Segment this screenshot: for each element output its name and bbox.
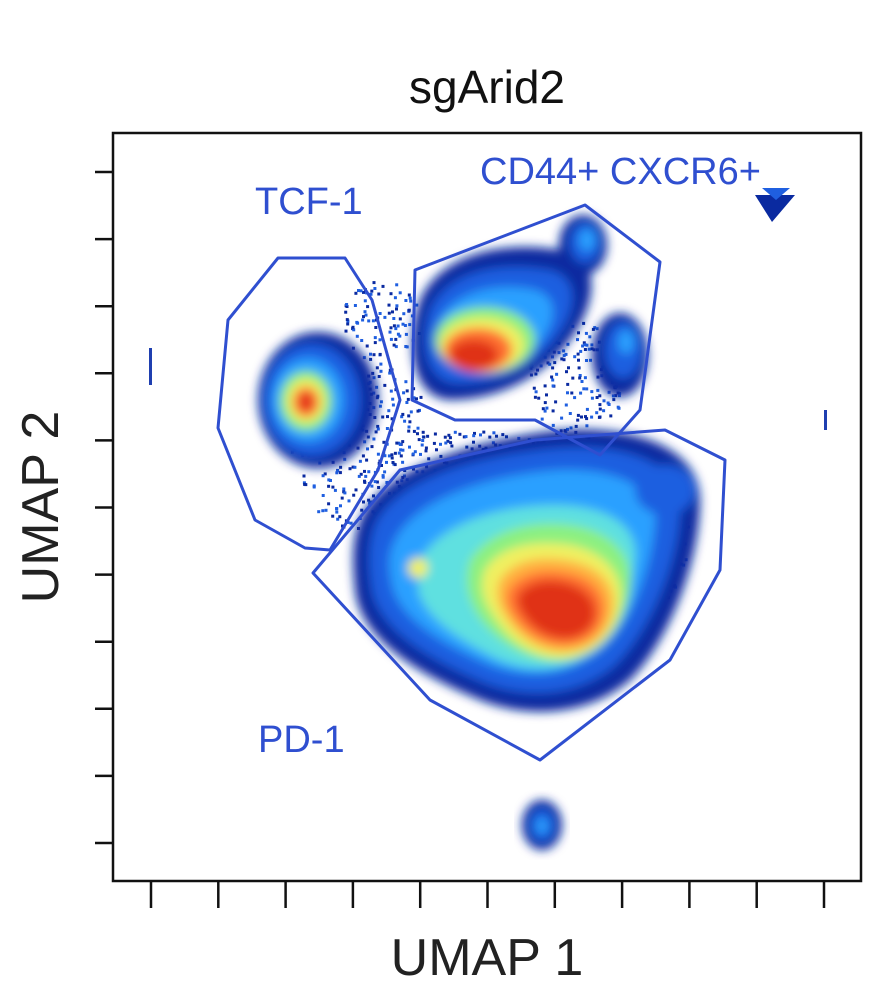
gate-cd44-cxcr6-outline xyxy=(410,203,662,457)
y-axis-label: UMAP 2 xyxy=(12,411,70,604)
stray-mark xyxy=(149,348,152,385)
cluster-cd44-cxcr6 xyxy=(592,313,648,397)
y-axis-ticks xyxy=(95,170,113,845)
x-axis-label: UMAP 1 xyxy=(391,929,584,987)
cluster-corner xyxy=(755,188,795,222)
gate-tcf1-outline xyxy=(216,256,402,552)
gate-label-cd44-cxcr6: CD44+ CXCR6+ xyxy=(480,151,761,193)
gate-pd1-outline xyxy=(311,428,727,762)
density-layer xyxy=(149,188,827,850)
cluster-bottom xyxy=(522,800,562,850)
cluster-upper xyxy=(412,215,607,400)
x-axis-ticks xyxy=(149,881,826,908)
gate-label-pd1: PD-1 xyxy=(258,719,345,761)
cluster-tcf1 xyxy=(258,332,378,468)
gate-label-tcf1: TCF-1 xyxy=(255,181,363,223)
chart-title: sgArid2 xyxy=(409,61,565,113)
gate-polygons xyxy=(216,203,727,762)
stray-mark xyxy=(824,410,827,430)
cluster-pd1 xyxy=(353,429,700,712)
